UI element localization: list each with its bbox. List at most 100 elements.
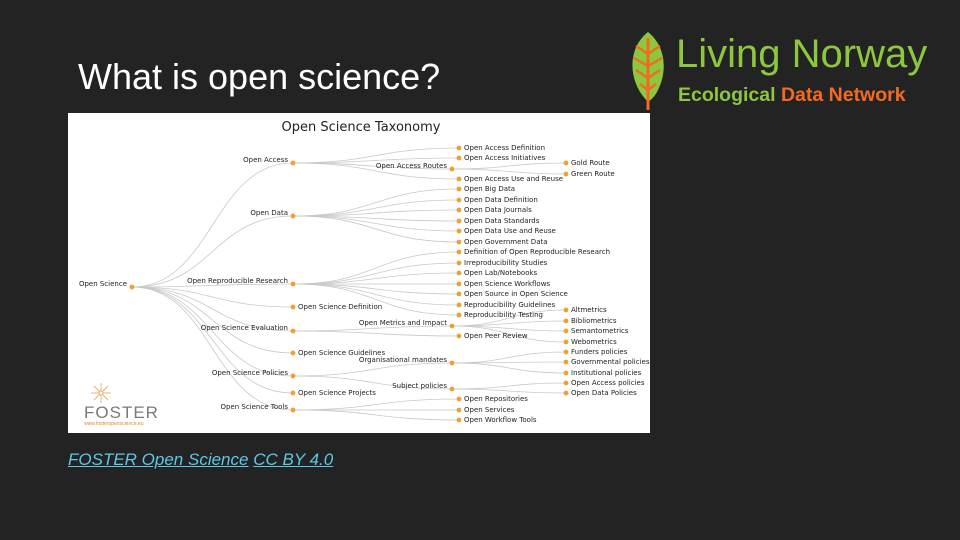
tree-edge (292, 409, 460, 421)
tree-node-dot (456, 145, 462, 151)
tree-node-label: Subject policies (392, 382, 447, 390)
tree-node-dot (563, 359, 569, 365)
tree-node-dot (456, 176, 462, 182)
tree-edge (292, 283, 460, 306)
foster-flower-icon (91, 383, 111, 403)
tree-edge (131, 162, 294, 288)
tree-node-dot (456, 417, 462, 423)
tree-node-dot (456, 302, 462, 308)
tree-edge (451, 361, 567, 364)
tree-edge (131, 286, 294, 411)
tree-node-label: Altmetrics (571, 306, 607, 314)
tree-node-dot (563, 318, 569, 324)
tree-node-dot (456, 407, 462, 413)
tree-edge (131, 286, 294, 377)
cc-by-license-link[interactable]: CC BY 4.0 (253, 450, 334, 469)
tree-node-dot (563, 390, 569, 396)
tree-edge (292, 330, 460, 337)
tree-node-label: Open Reproducible Research (187, 277, 288, 285)
tree-node-dot (456, 249, 462, 255)
tree-node-label: Open Science (79, 280, 127, 288)
tree-node-dot (563, 380, 569, 386)
tree-node-label: Open Science Guidelines (298, 349, 385, 357)
tree-node-label: Open Workflow Tools (464, 416, 537, 424)
tree-node-dot (290, 160, 296, 166)
tree-node-label: Open Source in Open Science (464, 290, 568, 298)
tree-node-label: Gold Route (571, 159, 610, 167)
tree-node-label: Reproducibility Guidelines (464, 301, 556, 309)
tree-node-label: Reproducibility Testing (464, 311, 543, 319)
leaf-icon (632, 32, 664, 110)
tree-node-label: Open Big Data (464, 185, 515, 193)
tree-node-label: Open Access Use and Reuse (464, 175, 563, 183)
foster-logo-url: www.fosteropenscience.eu (84, 421, 144, 427)
tree-edge (292, 188, 460, 217)
tree-edge (131, 215, 294, 288)
tree-node-label: Open Access policies (571, 379, 645, 387)
tree-node-label: Semantometrics (571, 327, 629, 335)
tree-node-dot (456, 218, 462, 224)
tree-edge (131, 286, 294, 308)
tree-edge (292, 162, 460, 180)
logo-subtitle-part2: Data Network (780, 84, 906, 106)
tree-node-dot (290, 373, 296, 379)
tree-node-label: Open Science Projects (298, 389, 376, 397)
tree-node-dot (290, 328, 296, 334)
tree-node-label: Definition of Open Reproducible Research (464, 248, 610, 256)
tree-node-label: Irreproducibility Studies (464, 259, 548, 267)
tree-edge (292, 157, 460, 164)
tree-edge (292, 362, 453, 377)
tree-edge (292, 398, 460, 411)
tree-node-label: Organisational mandates (359, 356, 448, 364)
tree-edge (451, 325, 567, 343)
tree-node-dot (290, 350, 296, 356)
tree-edge (292, 262, 460, 285)
tree-node-dot (449, 166, 455, 172)
tree-node-dot (456, 155, 462, 161)
tree-node-dot (563, 328, 569, 334)
tree-node-dot (449, 386, 455, 392)
tree-node-dot (563, 349, 569, 355)
tree-node-label: Open Data Use and Reuse (464, 227, 556, 235)
tree-node-dot (456, 228, 462, 234)
tree-node-label: Bibliometrics (571, 317, 617, 325)
tree-node-label: Funders policies (571, 348, 628, 356)
diagram-title: Open Science Taxonomy (282, 120, 441, 135)
logo-subtitle-part1: Ecological (678, 84, 776, 106)
tree-edge (292, 215, 460, 243)
tree-node-label: Open Science Definition (298, 303, 382, 311)
tree-node-label: Open Science Policies (212, 369, 289, 377)
tree-node-label: Governmental policies (571, 358, 650, 366)
tree-node-label: Open Data (250, 209, 288, 217)
tree-node-dot (449, 360, 455, 366)
tree-node-dot (290, 390, 296, 396)
foster-open-science-link[interactable]: FOSTER Open Science (68, 450, 249, 469)
slide-title: What is open science? (78, 56, 441, 97)
tree-edge (451, 362, 567, 374)
foster-logo: FOSTER www.fosteropenscience.eu (78, 381, 158, 429)
tree-node-label: Open Access (243, 156, 288, 164)
tree-node-label: Open Metrics and Impact (359, 319, 447, 327)
tree-node-label: Open Science Evaluation (201, 324, 288, 332)
tree-node-dot (456, 186, 462, 192)
tree-node-label: Open Data Policies (571, 389, 637, 397)
tree-node-dot (456, 260, 462, 266)
tree-node-dot (456, 239, 462, 245)
tree-node-label: Institutional policies (571, 369, 642, 377)
tree-node-dot (290, 304, 296, 310)
tree-edge (131, 286, 294, 394)
tree-node-dot (563, 171, 569, 177)
tree-edge (451, 388, 567, 394)
tree-node-label: Open Access Definition (464, 144, 545, 152)
tree-edge (451, 162, 567, 170)
tree-edge (292, 209, 460, 217)
tree-edge (292, 251, 460, 285)
tree-node-dot (456, 291, 462, 297)
image-credit: FOSTER Open Science CC BY 4.0 (68, 450, 333, 470)
tree-node-label: Open Data Standards (464, 217, 540, 225)
tree-node-label: Open Science Workflows (464, 280, 550, 288)
logo-subtitle: Ecological Data Network (678, 84, 906, 107)
tree-node-label: Open Government Data (464, 238, 548, 246)
tree-node-label: Open Science Tools (220, 403, 288, 411)
tree-node-dot (563, 160, 569, 166)
